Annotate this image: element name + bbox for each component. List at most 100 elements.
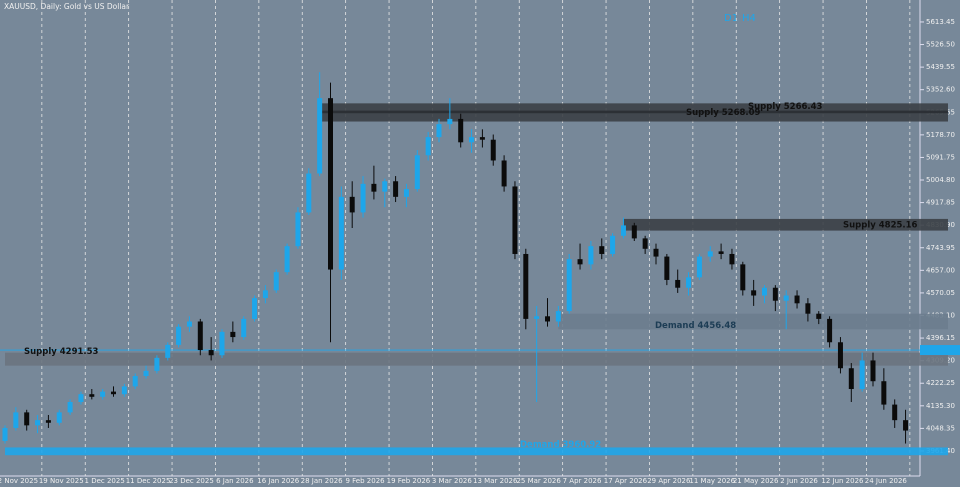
x-tick-label: 6 Jan 2026: [216, 477, 254, 485]
candle-body: [740, 264, 746, 291]
candle-body: [111, 391, 116, 395]
y-tick-label: 5178.70: [926, 131, 955, 139]
candle-body: [469, 137, 475, 143]
candle-body: [176, 326, 182, 345]
candle-body: [501, 160, 507, 187]
candle-body: [241, 318, 247, 338]
x-tick-label: 23 Dec 2025: [169, 477, 214, 485]
y-tick-label: 4743.95: [926, 244, 955, 252]
y-tick-label: 4657.00: [926, 266, 955, 274]
candle-body: [707, 251, 713, 257]
candle-body: [371, 183, 377, 192]
timeframe[interactable]: H4: [742, 13, 756, 24]
candle-body: [425, 137, 431, 156]
candle-body: [762, 287, 767, 296]
candle-body: [197, 321, 203, 351]
candle-body: [620, 225, 626, 236]
candle-body: [360, 183, 366, 213]
candle-body: [56, 412, 62, 423]
candle-body: [892, 404, 898, 421]
candle-body: [555, 311, 561, 322]
candle-body: [382, 181, 388, 192]
y-tick-label: 4222.25: [926, 379, 955, 387]
candle-body: [328, 98, 333, 270]
candle-body: [2, 427, 8, 441]
x-tick-label: 11 May 2026: [689, 477, 735, 485]
candle-body: [67, 401, 73, 413]
candle-body: [805, 303, 811, 314]
candle-body: [631, 225, 637, 239]
x-tick-label: 25 Mar 2026: [516, 477, 561, 485]
candle-body: [512, 186, 518, 254]
candle-body: [186, 321, 192, 327]
x-tick-label: 3 Mar 2026: [432, 477, 472, 485]
zone: [5, 447, 948, 456]
x-tick-label: 11 Dec 2025: [126, 477, 171, 485]
zone: [558, 313, 948, 330]
zone: [623, 218, 948, 231]
candle-body: [588, 246, 594, 265]
candle-body: [393, 181, 399, 197]
zone-label: Demand 4456.48: [655, 321, 736, 331]
x-tick-label: 2 Jun 2026: [780, 477, 818, 485]
candle-body: [772, 287, 778, 301]
candle-body: [577, 259, 583, 265]
candle-body: [642, 238, 648, 249]
candle-body: [273, 272, 279, 291]
candle-body: [230, 331, 236, 338]
candle-body: [696, 256, 702, 278]
candle-body: [837, 342, 843, 369]
candle-body: [100, 391, 106, 397]
x-tick-label: 19 Feb 2026: [387, 477, 431, 485]
y-tick-label: 5004.80: [926, 176, 955, 184]
zone-label: Supply 4825.16: [843, 220, 918, 230]
candle-body: [35, 420, 41, 426]
candle-body: [903, 420, 909, 431]
y-tick-label: 5091.75: [926, 153, 955, 161]
candle-body: [436, 124, 442, 138]
y-tick-label: 4048.35: [926, 424, 955, 432]
zone-label: Supply 5268.09: [686, 108, 761, 118]
candle-body: [24, 412, 30, 426]
candle-body: [447, 118, 453, 125]
candle-body: [414, 155, 420, 190]
candle-body: [848, 368, 854, 390]
candle-body: [490, 139, 496, 161]
x-tick-label: 28 Jan 2026: [301, 477, 344, 485]
x-tick-label: 16 Jan 2026: [257, 477, 300, 485]
candle-body: [45, 420, 51, 423]
candle-body: [13, 412, 19, 428]
y-tick-label: 4396.15: [926, 334, 955, 342]
x-tick-label: 12 Jun 2026: [821, 477, 864, 485]
candle-body: [664, 256, 670, 280]
x-tick-label: 7 Apr 2026: [563, 477, 602, 485]
x-tick-label: 13 Mar 2026: [473, 477, 518, 485]
candle-body: [78, 394, 84, 402]
x-tick-label: 29 Apr 2026: [647, 477, 691, 485]
candle-body: [599, 246, 605, 254]
chart-title: XAUUSD, Daily: Gold vs US Dollar: [4, 2, 130, 11]
candle-body: [295, 212, 301, 247]
candle-body: [610, 235, 616, 254]
candle-body: [881, 381, 887, 405]
candle-body: [686, 277, 692, 288]
x-tick-label: 1 Dec 2025: [85, 477, 125, 485]
x-tick-label: 2 Nov 2025: [0, 477, 38, 485]
candle-body: [165, 344, 171, 358]
x-tick-label: 19 Nov 2025: [39, 477, 84, 485]
candle-body: [89, 394, 95, 397]
candle-body: [132, 376, 138, 387]
candle-body: [154, 357, 160, 371]
candle-body: [718, 251, 724, 254]
candle-body: [751, 290, 757, 296]
candle-body: [306, 173, 312, 213]
candle-body: [338, 196, 344, 270]
x-tick-label: 9 Feb 2026: [345, 477, 385, 485]
y-tick-label: 5613.45: [926, 18, 955, 26]
zone-label: Supply 5266.43: [748, 102, 823, 112]
candle-body: [827, 318, 833, 343]
candle-body: [252, 298, 258, 319]
timeframe[interactable]: D1: [724, 13, 738, 24]
